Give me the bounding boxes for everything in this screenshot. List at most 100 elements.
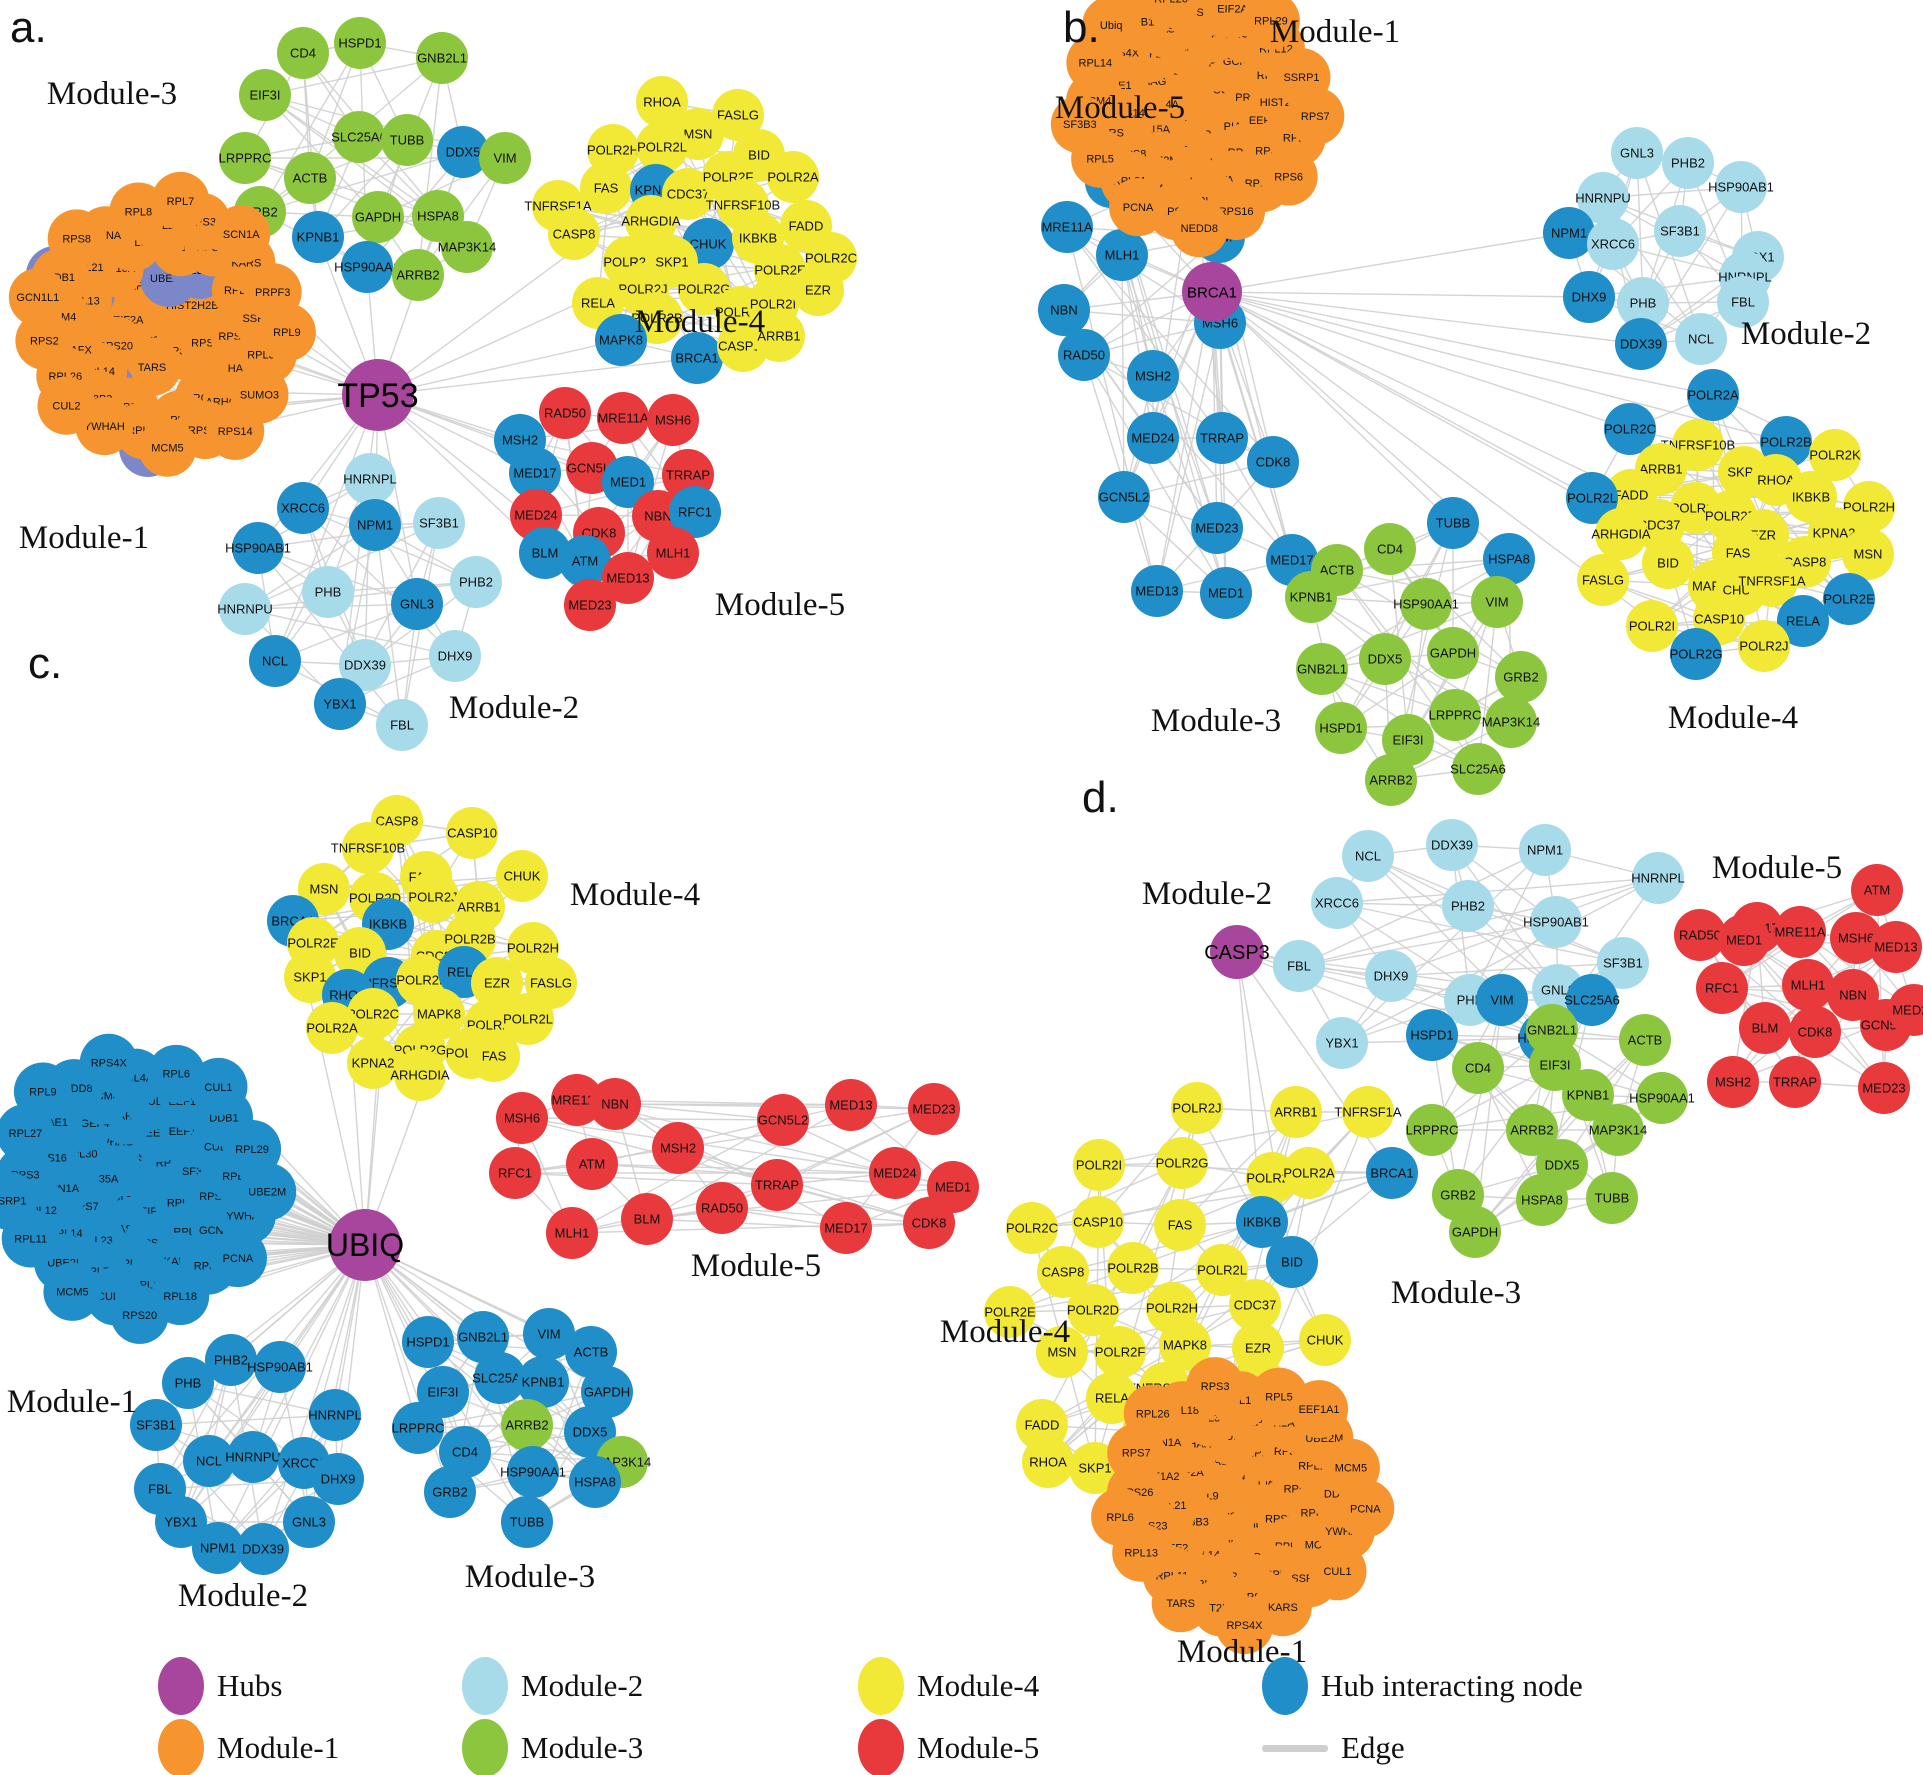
node-label: HNRNPL [343, 472, 396, 487]
node-label: NPM1 [200, 1541, 236, 1556]
node-label: MLH1 [1105, 248, 1140, 263]
node-circle [1577, 172, 1629, 224]
node-HSP90AA1: HSP90AA1 [500, 1446, 566, 1498]
node-label: ACTB [1628, 1033, 1663, 1048]
node-POLR2J: POLR2J [1738, 620, 1790, 672]
node-label: HSP90AA1 [500, 1465, 566, 1480]
node-label: MRE11A [597, 411, 648, 426]
edge [1390, 962, 1624, 977]
node-MED13: MED13 [602, 552, 654, 604]
edge [155, 1424, 264, 1550]
edge [252, 1244, 366, 1458]
node-label: SF3B1 [419, 516, 459, 531]
node-circle [1519, 824, 1571, 876]
node-circle [1406, 1009, 1458, 1061]
node-RAD50: RAD50 [696, 1182, 748, 1234]
node-RPS6: RPS6 [1259, 147, 1318, 206]
node-FAS: FAS [1154, 1199, 1206, 1251]
module-3-swatch [462, 1719, 508, 1775]
node-GAPDH: GAPDH [1449, 1206, 1501, 1258]
node-label: PHB2 [1671, 156, 1705, 171]
node-label: FBL [148, 1482, 172, 1497]
node-label: RPL8 [125, 206, 153, 218]
node-EZR: EZR [471, 957, 523, 1009]
node-label: PHB2 [459, 575, 493, 590]
node-label: FAS [482, 1049, 507, 1064]
node-label: DDX39 [344, 658, 386, 673]
node-FBL: FBL [1273, 940, 1325, 992]
node-label: NPM1 [1527, 843, 1563, 858]
node-circle [302, 566, 354, 618]
edge [377, 339, 622, 396]
node-CUL2: CUL2 [37, 376, 96, 435]
node-circle [457, 1311, 509, 1363]
node-RAD50: RAD50 [539, 387, 591, 439]
node-label: UBE2M [248, 1187, 286, 1199]
node-circle [344, 453, 396, 505]
node-circle [1215, 1596, 1274, 1655]
node-label: RAD50 [544, 406, 586, 421]
node-label: BLM [1752, 1021, 1779, 1036]
node-BLM: BLM [1739, 1002, 1791, 1054]
node-POLR2G: POLR2G [1670, 628, 1722, 680]
node-PCNA: PCNA [1109, 178, 1168, 237]
node-label: CD4 [1377, 542, 1403, 557]
d-module-2-label: Module-2 [1142, 876, 1272, 912]
node-circle [489, 1147, 541, 1199]
edge [244, 581, 477, 610]
node-CDK8: CDK8 [1789, 1006, 1841, 1058]
node-MLH1: MLH1 [1782, 959, 1834, 1011]
node-POLR2L: POLR2L [636, 121, 688, 173]
node-TARS: TARS [1151, 1574, 1210, 1633]
node-circle [1530, 896, 1582, 948]
node-label: GNB2L1 [417, 51, 467, 66]
node-circle [1127, 350, 1179, 402]
hub-label: UBIQ [326, 1227, 404, 1263]
node-MED23: MED23 [1191, 502, 1243, 554]
node-circle [501, 1496, 553, 1548]
node-circle [1427, 627, 1479, 679]
node-FBL: FBL [376, 699, 428, 751]
node-label: POLR2L [1197, 1263, 1247, 1278]
node-label: PHB [1630, 296, 1657, 311]
node-circle [1674, 909, 1726, 961]
node-MRE11A: MRE11A [1774, 906, 1826, 958]
node-circle [232, 522, 284, 574]
node-VIM: VIM [1476, 974, 1528, 1026]
c-module-1-label: Module-1 [7, 1384, 137, 1420]
node-circle [1041, 201, 1093, 253]
node-circle [189, 1057, 248, 1116]
node-circle [1196, 1244, 1248, 1296]
node-circle [1366, 1147, 1418, 1199]
node-POLR2K: POLR2K [1809, 429, 1861, 481]
node-label: HSP90AB1 [247, 1360, 313, 1375]
node-circle [1316, 1017, 1368, 1069]
node-circle [647, 527, 699, 579]
node-TUBB: TUBB [1586, 1172, 1638, 1224]
node-circle [391, 578, 443, 630]
node-label: RFC1 [498, 1166, 532, 1181]
node-label: MED24 [1131, 431, 1174, 446]
edge [614, 1103, 852, 1106]
node-DHX9: DHX9 [1563, 271, 1615, 323]
node-MLH1: MLH1 [1096, 229, 1148, 281]
node-circle [496, 850, 548, 902]
node-circle [1400, 578, 1452, 630]
node-circle [138, 418, 197, 477]
node-circle [1604, 403, 1656, 455]
node-TRRAP: TRRAP [751, 1159, 803, 1211]
edge [1211, 291, 1590, 298]
node-label: CHUK [504, 869, 541, 884]
node-circle [306, 1002, 358, 1054]
node-label: IKBKB [369, 917, 407, 932]
node-ARRB2: ARRB2 [501, 1399, 553, 1451]
node-GAPDH: GAPDH [1427, 627, 1479, 679]
node-MLH1: MLH1 [647, 527, 699, 579]
node-label: MED13 [829, 1098, 872, 1113]
node-label: SCN1A [223, 229, 260, 241]
node-label: RPL14 [1079, 58, 1113, 70]
node-HSP90AA1: HSP90AA1 [1393, 578, 1459, 630]
node-SLC25A6: SLC25A6 [472, 1352, 528, 1404]
node-circle [767, 151, 819, 203]
node-circle [1823, 573, 1875, 625]
